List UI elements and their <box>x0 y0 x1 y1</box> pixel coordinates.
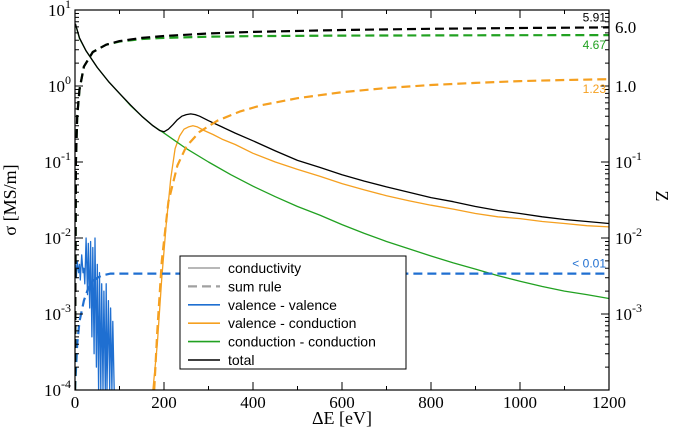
y-tick-label-5: 101 <box>48 0 71 20</box>
y2-tick-exponent: -3 <box>632 301 642 315</box>
y-tick-label-1: 10-3 <box>44 301 71 324</box>
y2-tick-exponent: -2 <box>632 225 642 239</box>
legend-label-conductivity: conductivity <box>228 260 301 276</box>
y-tick-base: 10 <box>48 1 65 20</box>
y-axis-title: σ [MS/m] <box>0 164 20 235</box>
y-tick-exponent: -2 <box>61 225 71 239</box>
y2-tick-label-3: 1.0 <box>615 77 636 96</box>
series-sum-rule-valence-valence <box>75 272 609 390</box>
x-tick-label-3: 600 <box>329 393 355 412</box>
y2-tick-label-0: 10-3 <box>615 301 642 324</box>
x-tick-label-5: 1000 <box>503 393 537 412</box>
legend-label-sum-rule: sum rule <box>228 278 282 294</box>
series-valence-valence <box>75 237 115 390</box>
y2-tick-base: 10 <box>615 153 632 172</box>
x-axis-title: ΔE [eV] <box>312 408 372 428</box>
x-tick-label-4: 800 <box>418 393 444 412</box>
x-tick-label-6: 1200 <box>592 393 626 412</box>
end-value-annotations: 5.91 4.67 1.23 < 0.01 <box>572 10 606 270</box>
legend-box <box>179 255 407 370</box>
series-sum-rule-valence-conduction <box>153 78 609 390</box>
legend-label-conduction-conduction: conduction - conduction <box>228 334 376 350</box>
y-tick-exponent: -1 <box>61 149 71 163</box>
annotation-2: 1.23 <box>583 82 607 96</box>
legend: conductivity sum rule valence - valence val… <box>179 255 407 370</box>
y2-tick-exponent: -1 <box>632 149 642 163</box>
x-tick-label-1: 200 <box>151 393 177 412</box>
series-valence-conduction <box>152 125 609 390</box>
y-tick-label-3: 10-1 <box>44 149 71 172</box>
x-tick-label-2: 400 <box>240 393 266 412</box>
legend-label-valence-valence: valence - valence <box>228 297 337 313</box>
y2-tick-label-4: 6.0 <box>615 18 636 37</box>
legend-label-total: total <box>228 352 254 368</box>
annotation-1: 4.67 <box>583 38 607 52</box>
y-tick-exponent: 1 <box>65 0 71 11</box>
y-tick-base: 10 <box>48 77 65 96</box>
y-tick-base: 10 <box>44 153 61 172</box>
x-tick-label-0: 0 <box>71 393 80 412</box>
y2-tick-label-2: 10-1 <box>615 149 642 172</box>
axis-ticks: 0 200 400 600 800 1000 120010-410-310-210-1100… <box>44 0 642 412</box>
series-total <box>75 23 609 225</box>
y-tick-base: 10 <box>44 229 61 248</box>
legend-label-valence-conduction: valence - conduction <box>228 315 356 331</box>
y2-tick-base: 10 <box>615 305 632 324</box>
annotation-0: 5.91 <box>583 10 607 24</box>
y-tick-label-2: 10-2 <box>44 225 71 248</box>
y-tick-label-0: 10-4 <box>44 377 71 400</box>
y2-axis-title: Z <box>652 191 672 202</box>
y-tick-base: 10 <box>44 381 61 400</box>
y-tick-base: 10 <box>44 305 61 324</box>
y2-tick-base: 10 <box>615 229 632 248</box>
y2-tick-label-1: 10-2 <box>615 225 642 248</box>
y-tick-label-4: 100 <box>48 73 71 96</box>
annotation-3: < 0.01 <box>572 257 606 271</box>
y-tick-exponent: -3 <box>61 301 71 315</box>
y-tick-exponent: 0 <box>65 73 71 87</box>
y-tick-exponent: -4 <box>61 377 71 391</box>
